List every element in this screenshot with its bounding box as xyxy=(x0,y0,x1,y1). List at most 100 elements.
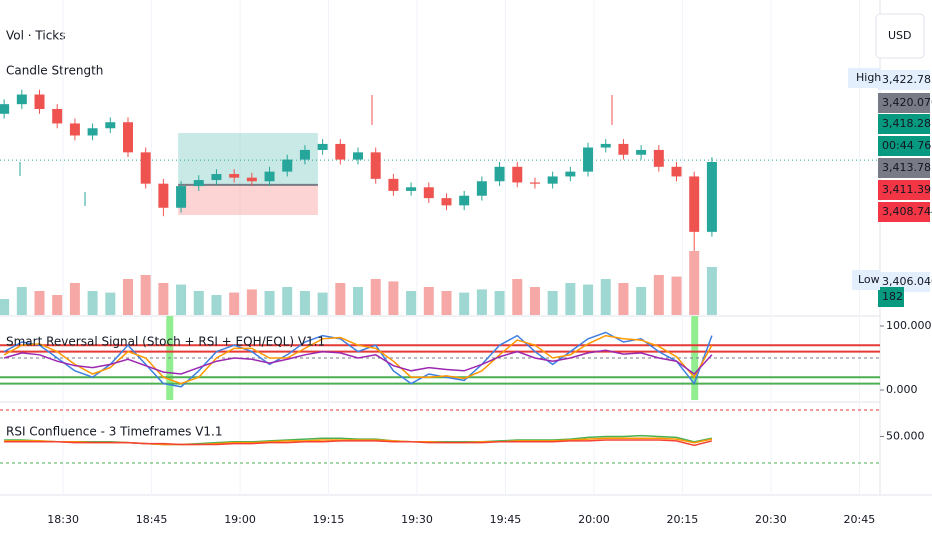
volume-bar xyxy=(264,291,275,315)
high-label-box xyxy=(848,68,880,88)
volume-bar xyxy=(299,291,310,315)
x-tick-label: 19:45 xyxy=(490,513,522,526)
volume-bar xyxy=(618,283,629,315)
volume-bar xyxy=(370,279,381,315)
candle-body xyxy=(105,122,116,129)
volume-bar xyxy=(423,287,434,315)
volume-bar xyxy=(547,291,558,315)
price-label-box xyxy=(878,158,930,178)
x-tick-label: 18:30 xyxy=(47,513,79,526)
volume-bar xyxy=(122,279,133,315)
volume-bar xyxy=(459,292,470,315)
volume-bar xyxy=(158,283,169,315)
y-tick-label: 100.000 xyxy=(886,319,932,332)
candle-body xyxy=(441,198,452,206)
candle-body xyxy=(16,94,27,105)
currency-button[interactable] xyxy=(875,13,925,59)
candle-body xyxy=(176,186,187,208)
indicator-title: Candle Strength xyxy=(6,64,103,78)
candle-body xyxy=(423,187,434,199)
indicator-title: Smart Reversal Signal (Stoch + RSI + EQH… xyxy=(6,335,325,349)
candle-body xyxy=(653,149,664,167)
candle-body xyxy=(317,143,328,150)
indicator-title: Vol · Ticks xyxy=(6,29,66,43)
price-label-box xyxy=(878,180,930,200)
candle-body xyxy=(34,94,45,109)
volume-bar xyxy=(583,284,594,315)
volume-bar xyxy=(87,291,98,315)
currency[interactable]: USD xyxy=(888,29,912,42)
price-label: 3,406.040 xyxy=(882,275,932,288)
price-label-box xyxy=(878,287,904,307)
price-label-box xyxy=(878,93,930,113)
volume-bar xyxy=(52,295,63,315)
candle-body xyxy=(689,176,700,232)
volume-bar xyxy=(388,281,399,315)
volume-bar xyxy=(512,279,523,315)
candle-body xyxy=(547,176,558,184)
price-label-box xyxy=(878,202,930,222)
price-label-box xyxy=(878,114,930,134)
candle-body xyxy=(512,166,523,183)
candle-body xyxy=(706,161,717,232)
volume-bar xyxy=(0,299,10,315)
candle-body xyxy=(122,122,133,153)
low-label: Low xyxy=(858,273,880,286)
volume-bar xyxy=(406,291,417,315)
arrows xyxy=(19,95,613,206)
candle-body xyxy=(406,187,417,191)
volume-bar xyxy=(229,292,240,315)
volume-bar xyxy=(317,292,328,315)
candle-body xyxy=(246,177,257,182)
candle-body xyxy=(353,152,364,160)
candle-body xyxy=(529,182,540,184)
indicator-line xyxy=(3,349,713,375)
x-tick-label: 19:15 xyxy=(313,513,345,526)
candle-body xyxy=(565,171,576,177)
volume-bar xyxy=(529,287,540,315)
volume-bar xyxy=(353,287,364,315)
volume-bar xyxy=(176,284,187,315)
price-label: 3,411.391 xyxy=(882,183,932,196)
volume-bar xyxy=(689,251,700,315)
candle-body xyxy=(264,171,275,182)
price-label: 3,422.785 xyxy=(882,73,932,86)
candle-body xyxy=(459,195,470,206)
candle-body xyxy=(335,143,346,160)
high-label: High xyxy=(856,71,881,84)
x-tick-label: 20:15 xyxy=(667,513,699,526)
price-label-box xyxy=(878,136,930,156)
candle-body xyxy=(600,143,611,148)
indicator-line xyxy=(3,331,713,388)
volume-bar xyxy=(636,287,647,315)
volume-bar xyxy=(140,275,151,315)
indicator-line xyxy=(4,439,713,447)
x-tick-label: 20:30 xyxy=(755,513,787,526)
volume-bar xyxy=(193,291,204,315)
x-tick-label: 20:00 xyxy=(578,513,610,526)
candle-body xyxy=(388,178,399,191)
position-stop xyxy=(178,184,318,215)
candle-body xyxy=(494,166,505,182)
volume-bar xyxy=(282,287,293,315)
candle-body xyxy=(671,166,682,177)
volume-bar xyxy=(441,291,452,315)
candle-body xyxy=(229,174,240,178)
candle-body xyxy=(636,149,647,155)
price-label: 182 xyxy=(882,290,903,303)
x-tick-label: 19:00 xyxy=(224,513,256,526)
volume-bar xyxy=(671,276,682,315)
y-tick-label: 0.000 xyxy=(886,383,918,396)
x-tick-label: 20:45 xyxy=(844,513,876,526)
volume-bar xyxy=(335,283,346,315)
volume-bar xyxy=(494,291,505,315)
candle-body xyxy=(52,108,63,124)
volume-bar xyxy=(476,289,487,315)
volume-bar xyxy=(653,275,664,315)
price-label: 3,408.744 xyxy=(882,205,932,218)
indicator-line xyxy=(3,334,713,385)
volume-bar xyxy=(105,292,116,315)
candle-body xyxy=(87,128,98,136)
